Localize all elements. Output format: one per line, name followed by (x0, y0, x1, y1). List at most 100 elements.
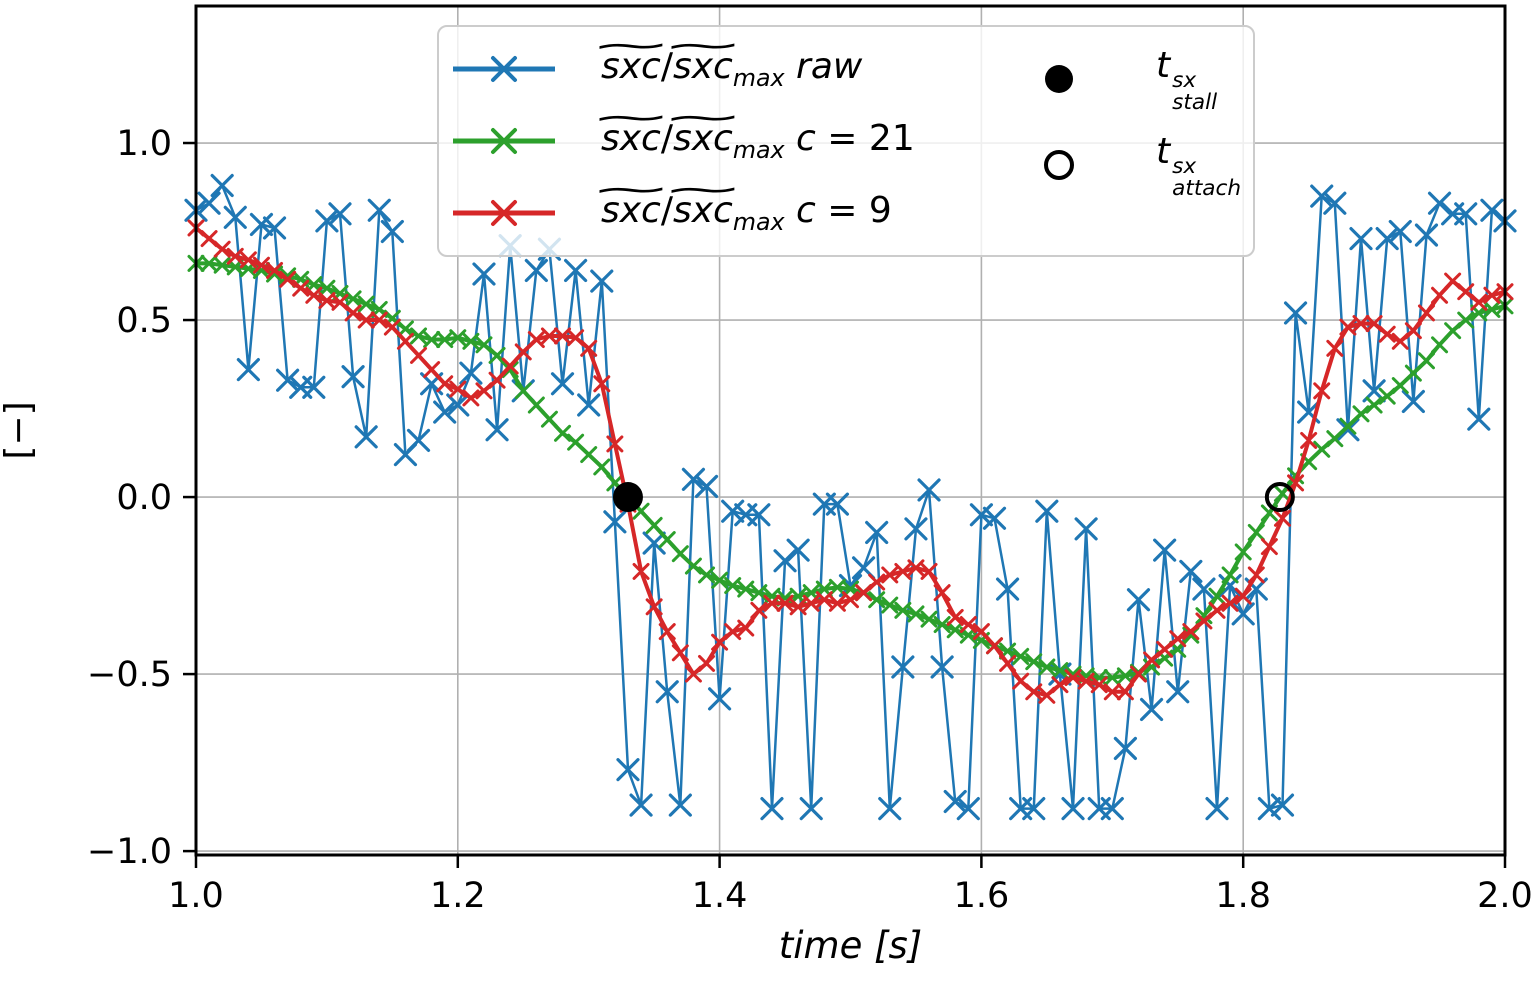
x-marker-icon (475, 336, 493, 354)
x-marker-icon (423, 331, 441, 349)
x-marker-icon (969, 503, 993, 527)
legend-symbol-letter: t (1156, 130, 1171, 172)
x-marker-icon (789, 598, 807, 616)
x-marker-icon (1129, 665, 1147, 683)
x-marker-icon (472, 262, 496, 286)
x-marker-icon (1012, 672, 1030, 690)
x-marker-icon (828, 594, 846, 612)
x-marker-icon (1391, 377, 1409, 395)
x-marker-icon (956, 797, 980, 821)
x-marker-icon (449, 380, 467, 398)
x-marker-icon (1326, 339, 1344, 357)
x-marker-icon (606, 435, 624, 453)
x-marker-icon (684, 665, 702, 683)
x-marker-icon (802, 594, 820, 612)
x-marker-icon (681, 467, 706, 491)
x-marker-icon (1273, 485, 1291, 503)
tilde-accented-text: ~ sxc (660, 169, 745, 231)
x-marker-icon (1470, 293, 1488, 311)
x-marker-icon (999, 654, 1017, 672)
x-marker-icon (1074, 517, 1098, 541)
legend-entry-c21: ~ sxc/~ sxcmax c = 21 (449, 98, 1004, 177)
x-marker-icon (671, 545, 689, 563)
x-marker-icon (292, 279, 310, 297)
x-marker-icon (406, 428, 431, 453)
legend-label: t sx attach (1156, 131, 1241, 200)
x-marker-icon (694, 474, 719, 499)
x-marker-icon (524, 258, 548, 283)
x-marker-icon (985, 637, 1003, 655)
x-marker-icon (658, 623, 676, 641)
tilde-accent-icon: ~ (588, 25, 673, 64)
y-axis-label: [−] (0, 401, 39, 459)
x-marker-icon (567, 329, 585, 347)
legend-entry-raw: ~ sxc/~ sxcmax raw (449, 26, 1004, 105)
x-marker-icon (1375, 227, 1399, 251)
x-marker-icon (567, 433, 585, 451)
x-marker-icon (1195, 607, 1213, 625)
x-marker-icon (786, 538, 810, 562)
x-marker-icon (1323, 191, 1347, 215)
x-marker-icon (724, 623, 742, 641)
x-marker-icon (655, 680, 679, 704)
x-marker-icon (917, 478, 941, 502)
x-marker-icon (462, 389, 480, 407)
legend-label-text: c (784, 117, 816, 159)
x-marker-icon (564, 258, 588, 283)
x-marker-icon (1483, 300, 1501, 318)
x-marker-icon (1457, 311, 1475, 329)
x-marker-icon (433, 400, 457, 424)
sup-sub-stack: sx attach (1172, 154, 1242, 201)
line-x-swatch-icon (453, 56, 555, 82)
filled-circle-icon (1004, 65, 1114, 93)
x-marker-icon (920, 562, 938, 580)
x-marker-icon (668, 793, 692, 817)
x-marker-icon (1247, 566, 1265, 584)
x-marker-icon (1444, 272, 1462, 290)
legend: ~ sxc/~ sxcmax raw ~ sxc/~ sxcmax c = 21 ~ sxc/… (437, 25, 1255, 257)
x-marker-icon (1166, 680, 1190, 704)
x-marker-icon (1391, 332, 1409, 350)
x-marker-icon (891, 655, 915, 679)
legend-label: ~ sxc/~ sxcmax raw (589, 26, 863, 92)
x-marker-icon (1260, 538, 1278, 556)
x-marker-icon (1169, 630, 1187, 648)
x-marker-icon (825, 492, 850, 516)
x-marker-icon (410, 346, 428, 364)
x-marker-icon (907, 559, 925, 577)
x-marker-icon (1221, 566, 1239, 584)
x-marker-icon (721, 499, 745, 523)
y-tick-label: 0.0 (116, 478, 172, 518)
tilde-accent-icon: ~ (660, 169, 745, 208)
x-marker-icon (1378, 387, 1396, 405)
x-marker-icon (554, 424, 572, 442)
x-marker-icon (1388, 219, 1412, 244)
x-marker-icon (354, 425, 378, 449)
x-marker-icon (370, 311, 388, 329)
x-tick-label: 1.8 (1215, 876, 1271, 916)
x-marker-icon (1103, 669, 1121, 687)
t_stall-marker-icon (612, 482, 643, 513)
x-marker-icon (210, 173, 234, 198)
x-marker-icon (763, 594, 781, 612)
x-marker-icon (266, 261, 284, 279)
x-marker-icon (279, 270, 297, 288)
x-marker-icon (410, 327, 428, 345)
x-marker-icon (750, 601, 768, 619)
legend-entry-c9: ~ sxc/~ sxcmax c = 9 (449, 169, 1004, 249)
x-marker-icon (1313, 440, 1331, 458)
x-marker-icon (367, 198, 391, 222)
x-marker-icon (894, 601, 912, 619)
x-marker-icon (580, 339, 598, 357)
x-marker-icon (527, 331, 545, 349)
x-marker-icon (1025, 683, 1043, 701)
x-marker-icon (1352, 405, 1370, 423)
x-marker-icon (1378, 325, 1396, 343)
x-marker-icon (1139, 697, 1164, 722)
x-marker-icon (514, 382, 532, 400)
legend-label-text: max (732, 136, 785, 165)
x-marker-icon (907, 605, 925, 623)
x-marker-icon (1192, 577, 1216, 601)
legend-entry-t_stall: t sx stall (1004, 43, 1243, 115)
x-marker-icon (1090, 676, 1108, 694)
